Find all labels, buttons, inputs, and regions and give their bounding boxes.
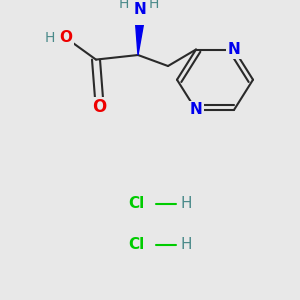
Text: H: H: [149, 0, 159, 11]
Text: O: O: [92, 98, 106, 116]
Text: N: N: [190, 102, 202, 117]
Text: H: H: [180, 196, 192, 211]
Text: O: O: [59, 30, 73, 45]
Text: H: H: [119, 0, 129, 11]
Polygon shape: [135, 16, 145, 55]
Text: N: N: [228, 42, 240, 57]
Text: H: H: [45, 31, 55, 45]
Text: Cl: Cl: [128, 237, 144, 252]
Text: Cl: Cl: [128, 196, 144, 211]
Text: N: N: [134, 2, 146, 16]
Text: H: H: [180, 237, 192, 252]
